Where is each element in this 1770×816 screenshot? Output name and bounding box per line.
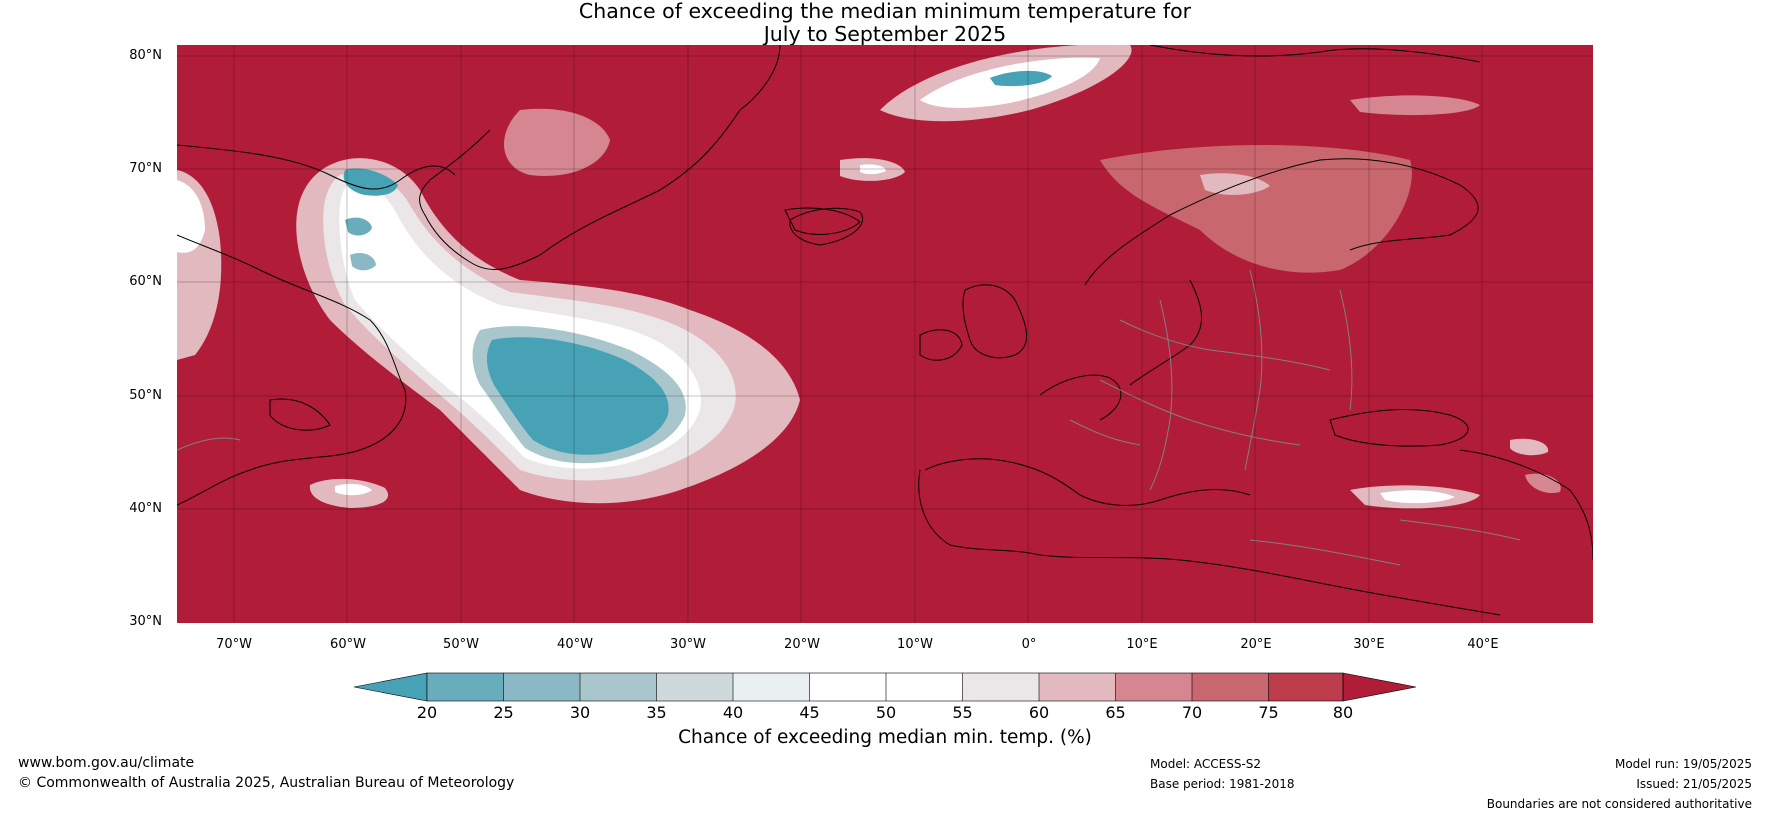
lat-label: 60°N [129,274,162,289]
colorbar-bin [886,673,963,701]
colorbar [353,672,1417,702]
colorbar-bin [427,673,504,701]
footer-model: Model: ACCESS-S2 [1150,757,1262,771]
colorbar-bin [1268,673,1343,701]
colorbar-tick: 35 [646,703,667,722]
colorbar-label: Chance of exceeding median min. temp. (%… [678,727,1092,748]
lat-label: 40°N [129,501,162,516]
colorbar-tick: 65 [1105,703,1126,722]
lat-label: 70°N [129,161,162,176]
lon-label: 40°W [557,637,593,652]
colorbar-bin [733,673,810,701]
lon-label: 70°W [216,637,252,652]
colorbar-bin [809,673,886,701]
anomaly-west-edge [177,170,222,360]
chart-title: Chance of exceeding the median minimum t… [0,0,1770,46]
colorbar-bin [503,673,580,701]
footer-issued: Issued: 21/05/2025 [1636,777,1752,791]
colorbar-tick: 45 [799,703,820,722]
title-line-2: July to September 2025 [763,22,1007,46]
colorbar-tick: 40 [722,703,744,722]
colorbar-extend-low [353,672,428,702]
coastlines [177,45,1593,616]
colorbar-dividers [503,673,1269,701]
lon-label: 20°W [784,637,820,652]
colorbar-bin [656,673,733,701]
lat-label: 50°N [129,388,162,403]
colorbar-tick: 30 [569,703,591,722]
colorbar-tick: 75 [1258,703,1279,722]
colorbar-frame [426,672,1344,702]
colorbar-bin [580,673,657,701]
footer-base-period: Base period: 1981-2018 [1150,777,1295,791]
lat-label: 80°N [129,48,162,63]
lat-label: 30°N [129,614,162,629]
colorbar-tick: 60 [1028,703,1050,722]
lon-label: 0° [1021,637,1037,652]
footer-model-run: Model run: 19/05/2025 [1614,757,1752,771]
lon-label: 40°E [1467,637,1499,652]
title-line-1: Chance of exceeding the median minimum t… [578,0,1192,23]
colorbar-bin [1192,673,1269,701]
colorbar-tick: 20 [416,703,438,722]
lon-label: 60°W [330,637,366,652]
colorbar-tick: 55 [952,703,973,722]
colorbar-bin [1039,673,1116,701]
map-panel [177,45,1593,623]
footer-copyright: © Commonwealth of Australia 2025, Austra… [18,775,515,791]
lon-label: 30°E [1353,637,1385,652]
colorbar-tick: 80 [1332,703,1354,722]
lon-label: 10°E [1126,637,1158,652]
footer-disclaimer: Boundaries are not considered authoritat… [1486,797,1752,811]
colorbar-tick: 70 [1181,703,1203,722]
anomaly-labrador-atlantic [296,158,800,504]
lon-label: 50°W [443,637,479,652]
colorbar-extend-high [1342,672,1417,702]
colorbar-tick: 50 [875,703,897,722]
anomaly-patches [309,45,1561,509]
footer-website: www.bom.gov.au/climate [18,755,195,771]
lon-label: 10°W [897,637,933,652]
colorbar-bin [1115,673,1192,701]
lon-label: 30°W [670,637,706,652]
colorbar-bin [962,673,1039,701]
lon-label: 20°E [1240,637,1272,652]
gridlines [177,45,1593,623]
colorbar-tick: 25 [493,703,514,722]
country-borders [177,269,1521,566]
